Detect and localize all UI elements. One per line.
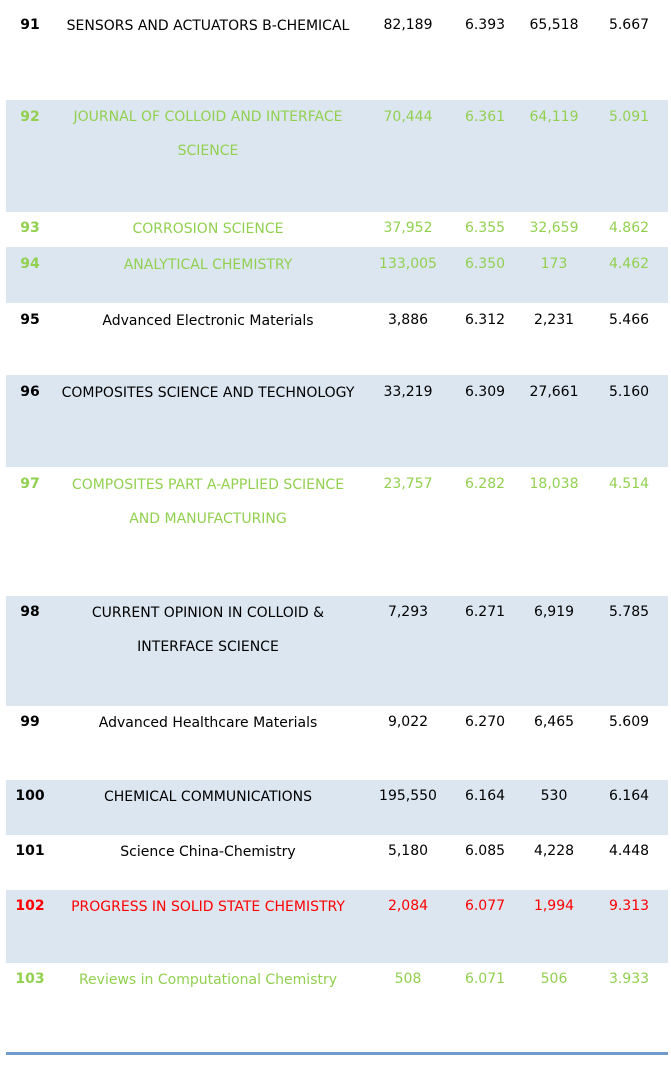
journal-name-cell: CURRENT OPINION IN COLLOID & INTERFACE S… bbox=[91, 605, 325, 655]
value-cell: 2,231 bbox=[533, 312, 575, 328]
journal-name-cell: CHEMICAL COMMUNICATIONS bbox=[103, 789, 313, 805]
value-cell: 530 bbox=[540, 788, 568, 804]
total-cites-cell: 2,084 bbox=[387, 898, 429, 914]
score-cell: 4.514 bbox=[608, 476, 650, 492]
score-cell: 4.462 bbox=[608, 256, 650, 272]
impact-factor-cell: 6.282 bbox=[464, 476, 506, 492]
score-cell: 5.091 bbox=[608, 109, 650, 125]
rank-cell: 102 bbox=[15, 898, 45, 914]
value-cell: 64,119 bbox=[529, 109, 579, 125]
rank-cell: 101 bbox=[15, 843, 45, 859]
score-cell: 6.164 bbox=[608, 788, 650, 804]
journal-name-cell: ANALYTICAL CHEMISTRY bbox=[123, 257, 293, 273]
total-cites-cell: 70,444 bbox=[383, 109, 433, 125]
impact-factor-cell: 6.309 bbox=[464, 384, 506, 400]
journal-name-cell: COMPOSITES SCIENCE AND TECHNOLOGY bbox=[61, 385, 355, 401]
score-cell: 4.448 bbox=[608, 843, 650, 859]
journal-name-cell: JOURNAL OF COLLOID AND INTERFACE SCIENCE bbox=[73, 109, 343, 159]
total-cites-cell: 5,180 bbox=[387, 843, 429, 859]
rank-cell: 98 bbox=[20, 604, 40, 620]
value-cell: 4,228 bbox=[533, 843, 575, 859]
score-cell: 5.466 bbox=[608, 312, 650, 328]
total-cites-cell: 195,550 bbox=[379, 788, 437, 804]
table-bottom-border bbox=[6, 1052, 668, 1055]
total-cites-cell: 133,005 bbox=[379, 256, 437, 272]
score-cell: 9.313 bbox=[608, 898, 650, 914]
journal-name-cell: SENSORS AND ACTUATORS B-CHEMICAL bbox=[66, 18, 350, 34]
value-cell: 6,465 bbox=[533, 714, 575, 730]
impact-factor-cell: 6.393 bbox=[464, 17, 506, 33]
journal-name-cell: PROGRESS IN SOLID STATE CHEMISTRY bbox=[71, 899, 345, 915]
table-row: 98 CURRENT OPINION IN COLLOID & INTERFAC… bbox=[6, 596, 668, 706]
rank-cell: 99 bbox=[20, 714, 40, 730]
rank-cell: 91 bbox=[20, 17, 40, 33]
total-cites-cell: 37,952 bbox=[383, 220, 433, 236]
impact-factor-cell: 6.270 bbox=[464, 714, 506, 730]
rank-cell: 93 bbox=[20, 220, 40, 236]
impact-factor-cell: 6.355 bbox=[464, 220, 506, 236]
score-cell: 4.862 bbox=[608, 220, 650, 236]
journal-name-cell: CORROSION SCIENCE bbox=[132, 221, 284, 237]
total-cites-cell: 9,022 bbox=[387, 714, 429, 730]
score-cell: 5.609 bbox=[608, 714, 650, 730]
impact-factor-cell: 6.361 bbox=[464, 109, 506, 125]
rank-cell: 100 bbox=[15, 788, 45, 804]
total-cites-cell: 23,757 bbox=[383, 476, 433, 492]
table-row: 99 Advanced Healthcare Materials 9,022 6… bbox=[6, 706, 668, 780]
impact-factor-cell: 6.350 bbox=[464, 256, 506, 272]
rank-cell: 94 bbox=[20, 256, 40, 272]
table-row: 100 CHEMICAL COMMUNICATIONS 195,550 6.16… bbox=[6, 780, 668, 835]
table-row: 96 COMPOSITES SCIENCE AND TECHNOLOGY 33,… bbox=[6, 375, 668, 467]
impact-factor-cell: 6.271 bbox=[464, 604, 506, 620]
impact-factor-cell: 6.071 bbox=[464, 971, 506, 987]
journal-name-cell: Reviews in Computational Chemistry bbox=[78, 972, 338, 988]
impact-factor-cell: 6.085 bbox=[464, 843, 506, 859]
table-row: 94 ANALYTICAL CHEMISTRY 133,005 6.350 17… bbox=[6, 247, 668, 303]
journal-name-cell: COMPOSITES PART A-APPLIED SCIENCE AND MA… bbox=[71, 477, 345, 527]
rank-cell: 92 bbox=[20, 109, 40, 125]
value-cell: 65,518 bbox=[529, 17, 579, 33]
table-row: 92 JOURNAL OF COLLOID AND INTERFACE SCIE… bbox=[6, 100, 668, 212]
total-cites-cell: 33,219 bbox=[383, 384, 433, 400]
value-cell: 173 bbox=[540, 256, 568, 272]
impact-factor-cell: 6.164 bbox=[464, 788, 506, 804]
score-cell: 5.667 bbox=[608, 17, 650, 33]
rank-cell: 95 bbox=[20, 312, 40, 328]
total-cites-cell: 3,886 bbox=[387, 312, 429, 328]
value-cell: 506 bbox=[540, 971, 568, 987]
table-row: 102 PROGRESS IN SOLID STATE CHEMISTRY 2,… bbox=[6, 890, 668, 963]
rank-cell: 96 bbox=[20, 384, 40, 400]
value-cell: 18,038 bbox=[529, 476, 579, 492]
impact-factor-cell: 6.077 bbox=[464, 898, 506, 914]
value-cell: 27,661 bbox=[529, 384, 579, 400]
journal-name-cell: Advanced Electronic Materials bbox=[102, 313, 314, 329]
table-row: 103 Reviews in Computational Chemistry 5… bbox=[6, 963, 668, 1049]
table-row: 97 COMPOSITES PART A-APPLIED SCIENCE AND… bbox=[6, 467, 668, 596]
score-cell: 5.160 bbox=[608, 384, 650, 400]
journal-name-cell: Advanced Healthcare Materials bbox=[98, 715, 318, 731]
table-row: 101 Science China-Chemistry 5,180 6.085 … bbox=[6, 835, 668, 890]
journal-name-cell: Science China-Chemistry bbox=[120, 844, 296, 860]
table-row: 95 Advanced Electronic Materials 3,886 6… bbox=[6, 303, 668, 375]
score-cell: 3.933 bbox=[608, 971, 650, 987]
total-cites-cell: 7,293 bbox=[387, 604, 429, 620]
table-row: 91 SENSORS AND ACTUATORS B-CHEMICAL 82,1… bbox=[6, 0, 668, 100]
value-cell: 1,994 bbox=[533, 898, 575, 914]
rank-cell: 97 bbox=[20, 476, 40, 492]
score-cell: 5.785 bbox=[608, 604, 650, 620]
rank-cell: 103 bbox=[15, 971, 45, 987]
value-cell: 6,919 bbox=[533, 604, 575, 620]
total-cites-cell: 82,189 bbox=[383, 17, 433, 33]
value-cell: 32,659 bbox=[529, 220, 579, 236]
impact-factor-cell: 6.312 bbox=[464, 312, 506, 328]
table-row: 93 CORROSION SCIENCE 37,952 6.355 32,659… bbox=[6, 212, 668, 247]
total-cites-cell: 508 bbox=[394, 971, 422, 987]
